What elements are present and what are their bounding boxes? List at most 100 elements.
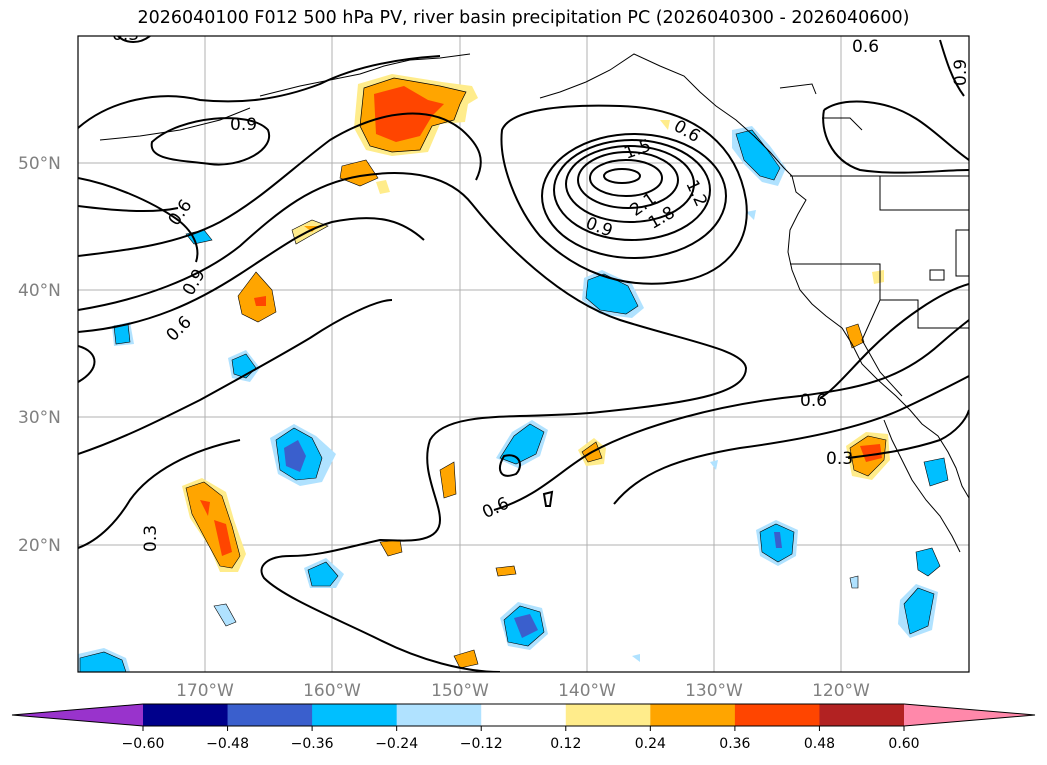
precip-blob [660, 120, 670, 130]
precip-blob [872, 270, 884, 284]
colorbar-tick-label: −0.12 [460, 736, 503, 752]
pv-contour [500, 104, 748, 285]
precip-blob [439, 461, 457, 499]
graticule [78, 36, 969, 672]
pv-contour [939, 39, 965, 97]
pv-contour [819, 283, 969, 399]
pv-contour [499, 454, 521, 477]
pv-contour [589, 159, 663, 197]
precip-blob [495, 565, 517, 577]
precip-blob [237, 271, 277, 323]
precip-blob [376, 180, 390, 194]
colorbar-segment [227, 704, 313, 726]
colorbar-tick-label: −0.24 [375, 736, 418, 752]
contour-label: 0.6 [800, 391, 827, 411]
precip-anomaly-fill [78, 74, 949, 672]
coastlines [99, 53, 969, 553]
contour-label: 0.6 [852, 37, 879, 57]
colorbar-segment [396, 704, 482, 726]
colorbar-tick-label: 0.24 [635, 736, 666, 752]
map-frame [77, 35, 970, 673]
precip-blob [849, 575, 859, 589]
colorbar-tick-label: 0.60 [888, 736, 919, 752]
colorbar-tick-label: 0.48 [804, 736, 835, 752]
pv-contour [553, 139, 711, 241]
colorbar-tick-label: −0.60 [122, 736, 165, 752]
map-background [78, 36, 969, 672]
lat-label: 50°N [18, 154, 61, 174]
pv-contour [78, 112, 482, 257]
pv-contour [603, 168, 641, 184]
precip-blob [499, 423, 545, 465]
longitude-labels: 170°W 160°W 150°W 140°W 130°W 120°W [176, 681, 870, 701]
lat-label: 40°N [18, 281, 61, 301]
map-title: 2026040100 F012 500 hPa PV, river basin … [137, 8, 910, 28]
precip-blob [915, 547, 941, 577]
lat-label: 20°N [18, 536, 61, 556]
lon-label: 150°W [431, 681, 489, 701]
pv-contour [493, 319, 969, 511]
pv-contour [78, 439, 241, 549]
pv-contour [78, 172, 748, 672]
contour-label: 0.9 [230, 115, 257, 135]
precip-blob [339, 159, 379, 187]
pv-contour [541, 133, 727, 259]
precip-blob [774, 532, 782, 548]
lat-label: 30°N [18, 408, 61, 428]
pv-contour [613, 375, 969, 505]
colorbar-tick-label: −0.48 [206, 736, 249, 752]
lon-label: 160°W [303, 681, 361, 701]
precip-blob [860, 444, 882, 462]
lon-label: 170°W [176, 681, 234, 701]
precip-blob [200, 500, 210, 516]
precip-blob [254, 296, 266, 306]
pv-contour [78, 177, 199, 263]
precip-blob [746, 210, 756, 220]
latitude-labels: 50°N 40°N 30°N 20°N [18, 154, 61, 556]
lon-label: 130°W [685, 681, 743, 701]
colorbar-segment [143, 704, 229, 726]
colorbar-tick-label: 0.12 [550, 736, 581, 752]
pv-contour [78, 205, 179, 213]
lon-label: 140°W [558, 681, 616, 701]
pv-contour [822, 109, 969, 174]
pv-contour [847, 409, 969, 459]
pv-contour [577, 151, 679, 209]
pv-contour [150, 117, 271, 166]
precip-blob [710, 460, 718, 470]
pv-contour [78, 217, 425, 333]
precip-blob [213, 603, 237, 627]
colorbar-segment [565, 704, 651, 726]
pv-contour [78, 345, 96, 383]
precip-blob [923, 457, 949, 487]
contour-label: 0.3 [141, 525, 161, 552]
colorbar-segment [734, 704, 820, 726]
pv-contour [823, 100, 969, 161]
precip-blob [514, 614, 538, 638]
pv-contours [78, 36, 969, 672]
precip-blob [79, 651, 127, 672]
colorbar: −0.60 −0.48 −0.36 −0.24 −0.12 0.12 0.24 0.36 0.4… [11, 703, 1036, 752]
precip-blob [453, 649, 479, 669]
colorbar-tick-label: 0.36 [719, 736, 750, 752]
contour-label: 0.3 [112, 25, 139, 45]
precip-blob [903, 587, 935, 635]
precip-blob [284, 440, 306, 472]
precip-blob [214, 520, 232, 556]
pv-contour [78, 55, 441, 129]
contour-label: 0.3 [826, 449, 853, 469]
colorbar-segment [819, 704, 905, 726]
pv-contour [117, 36, 151, 43]
precip-blob [632, 654, 640, 662]
pv-contour [542, 490, 554, 507]
pv-contour [78, 299, 393, 455]
precip-blob [735, 129, 781, 181]
colorbar-extend-high [904, 704, 1035, 726]
lon-label: 120°W [812, 681, 870, 701]
precip-blob [307, 561, 339, 587]
colorbar-tick-label: −0.36 [291, 736, 334, 752]
colorbar-extend-low [12, 704, 143, 726]
colorbar-segment [312, 704, 398, 726]
colorbar-segment [650, 704, 736, 726]
